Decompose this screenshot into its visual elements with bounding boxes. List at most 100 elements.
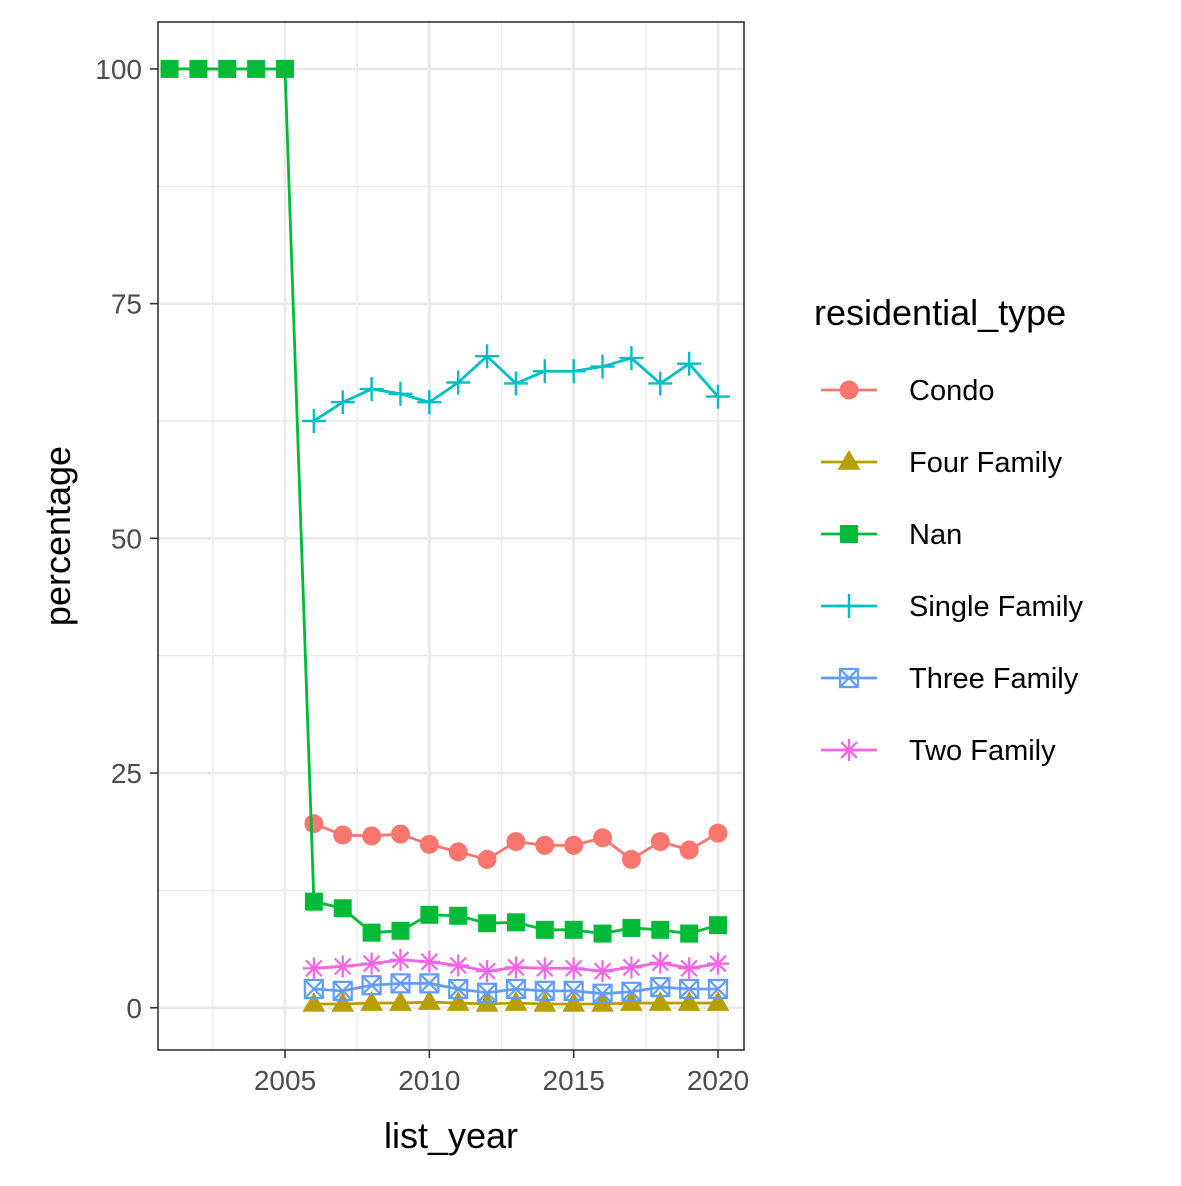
data-point-nan bbox=[247, 59, 266, 78]
data-point-nan bbox=[564, 920, 583, 939]
legend-marker-three-family bbox=[838, 667, 860, 689]
data-point-nan bbox=[506, 913, 525, 932]
legend-item-four-family: Four Family bbox=[821, 447, 1063, 479]
data-point-three-family bbox=[303, 978, 324, 1000]
data-point-two-family bbox=[302, 957, 325, 980]
data-point-nan bbox=[333, 899, 352, 918]
data-point-single-family bbox=[677, 351, 702, 376]
data-point-single-family bbox=[561, 359, 586, 384]
data-point-two-family bbox=[533, 957, 556, 980]
data-point-nan bbox=[593, 924, 612, 943]
y-tick-label: 0 bbox=[126, 993, 142, 1024]
data-point-condo bbox=[362, 826, 382, 846]
data-point-nan bbox=[160, 59, 179, 78]
data-point-nan bbox=[478, 914, 497, 933]
data-point-four-family bbox=[562, 991, 586, 1012]
data-point-three-family bbox=[679, 978, 700, 1000]
data-point-condo bbox=[304, 814, 324, 834]
series-single-family bbox=[301, 344, 731, 433]
data-point-two-family bbox=[504, 956, 527, 979]
data-point-two-family bbox=[678, 957, 701, 980]
x-tick-label: 2010 bbox=[398, 1065, 460, 1096]
data-point-four-family bbox=[302, 991, 326, 1012]
legend-item-nan: Nan bbox=[821, 519, 962, 551]
data-point-three-family bbox=[650, 977, 671, 998]
y-tick-label: 100 bbox=[95, 54, 142, 85]
data-point-single-family bbox=[475, 344, 500, 369]
legend-item-three-family: Three Family bbox=[821, 663, 1079, 695]
data-point-condo bbox=[708, 823, 728, 843]
data-point-four-family bbox=[504, 991, 528, 1011]
series-nan bbox=[160, 59, 728, 943]
data-point-three-family bbox=[707, 978, 729, 1000]
legend-label-condo: Condo bbox=[909, 375, 994, 407]
data-point-single-family bbox=[388, 381, 413, 406]
data-point-three-family bbox=[534, 980, 555, 1001]
x-axis-title: list_year bbox=[384, 1115, 518, 1156]
data-point-single-family bbox=[706, 384, 731, 409]
data-point-two-family bbox=[331, 955, 354, 978]
data-point-nan bbox=[449, 906, 468, 925]
data-point-four-family bbox=[446, 991, 470, 1011]
legend-label-nan: Nan bbox=[909, 519, 962, 551]
data-point-nan bbox=[651, 920, 670, 939]
legend-item-condo: Condo bbox=[821, 375, 994, 407]
data-point-nan bbox=[189, 59, 208, 78]
data-point-three-family bbox=[448, 978, 469, 1000]
legend-title: residential_type bbox=[814, 292, 1066, 333]
legend: Condo Four Family Nan Single Family Three Fa… bbox=[821, 375, 1084, 767]
data-point-condo bbox=[333, 825, 353, 845]
data-point-condo bbox=[564, 835, 584, 855]
data-point-two-family bbox=[707, 952, 730, 975]
data-point-four-family bbox=[417, 990, 441, 1010]
legend-label-two-family: Two Family bbox=[909, 735, 1056, 767]
data-point-three-family bbox=[419, 973, 440, 994]
data-point-four-family bbox=[677, 991, 701, 1011]
legend-marker-nan bbox=[840, 525, 858, 543]
data-point-two-family bbox=[418, 950, 441, 973]
data-point-condo bbox=[419, 834, 439, 854]
legend-marker-four-family bbox=[837, 450, 861, 470]
data-point-nan bbox=[535, 920, 554, 939]
data-point-three-family bbox=[361, 975, 382, 996]
legend-label-four-family: Four Family bbox=[909, 447, 1063, 479]
series-lines bbox=[160, 59, 731, 1012]
y-tick-label: 50 bbox=[111, 523, 142, 554]
y-tick-label: 75 bbox=[111, 289, 142, 320]
data-point-four-family bbox=[706, 991, 730, 1011]
series-four-family bbox=[302, 990, 730, 1012]
data-point-two-family bbox=[476, 960, 499, 983]
data-point-two-family bbox=[389, 948, 412, 971]
data-point-single-family bbox=[590, 354, 615, 379]
data-point-nan bbox=[622, 918, 641, 937]
data-point-single-family bbox=[359, 377, 384, 402]
legend-marker-two-family bbox=[838, 739, 860, 761]
data-point-nan bbox=[304, 892, 323, 911]
data-point-two-family bbox=[562, 957, 585, 980]
data-point-nan bbox=[276, 59, 295, 78]
data-point-single-family bbox=[532, 359, 557, 384]
data-point-two-family bbox=[649, 951, 672, 974]
data-point-condo bbox=[679, 840, 699, 860]
data-point-three-family bbox=[476, 982, 498, 1003]
data-point-four-family bbox=[360, 991, 384, 1011]
y-axis-title: percentage bbox=[37, 446, 78, 626]
x-tick-label: 2005 bbox=[254, 1065, 316, 1096]
data-point-nan bbox=[420, 905, 439, 924]
y-tick-label: 25 bbox=[111, 758, 142, 789]
data-point-three-family bbox=[563, 980, 584, 1001]
data-point-three-family bbox=[621, 981, 642, 1002]
data-point-single-family bbox=[619, 346, 644, 371]
data-point-three-family bbox=[332, 980, 353, 1001]
x-tick-label: 2015 bbox=[543, 1065, 605, 1096]
legend-label-single-family: Single Family bbox=[909, 591, 1084, 623]
data-point-nan bbox=[391, 921, 410, 940]
data-point-single-family bbox=[446, 370, 471, 395]
data-point-single-family bbox=[417, 390, 442, 415]
data-point-single-family bbox=[330, 390, 355, 415]
data-point-three-family bbox=[592, 983, 613, 1004]
data-point-single-family bbox=[648, 371, 673, 396]
panel-border bbox=[157, 21, 745, 1051]
